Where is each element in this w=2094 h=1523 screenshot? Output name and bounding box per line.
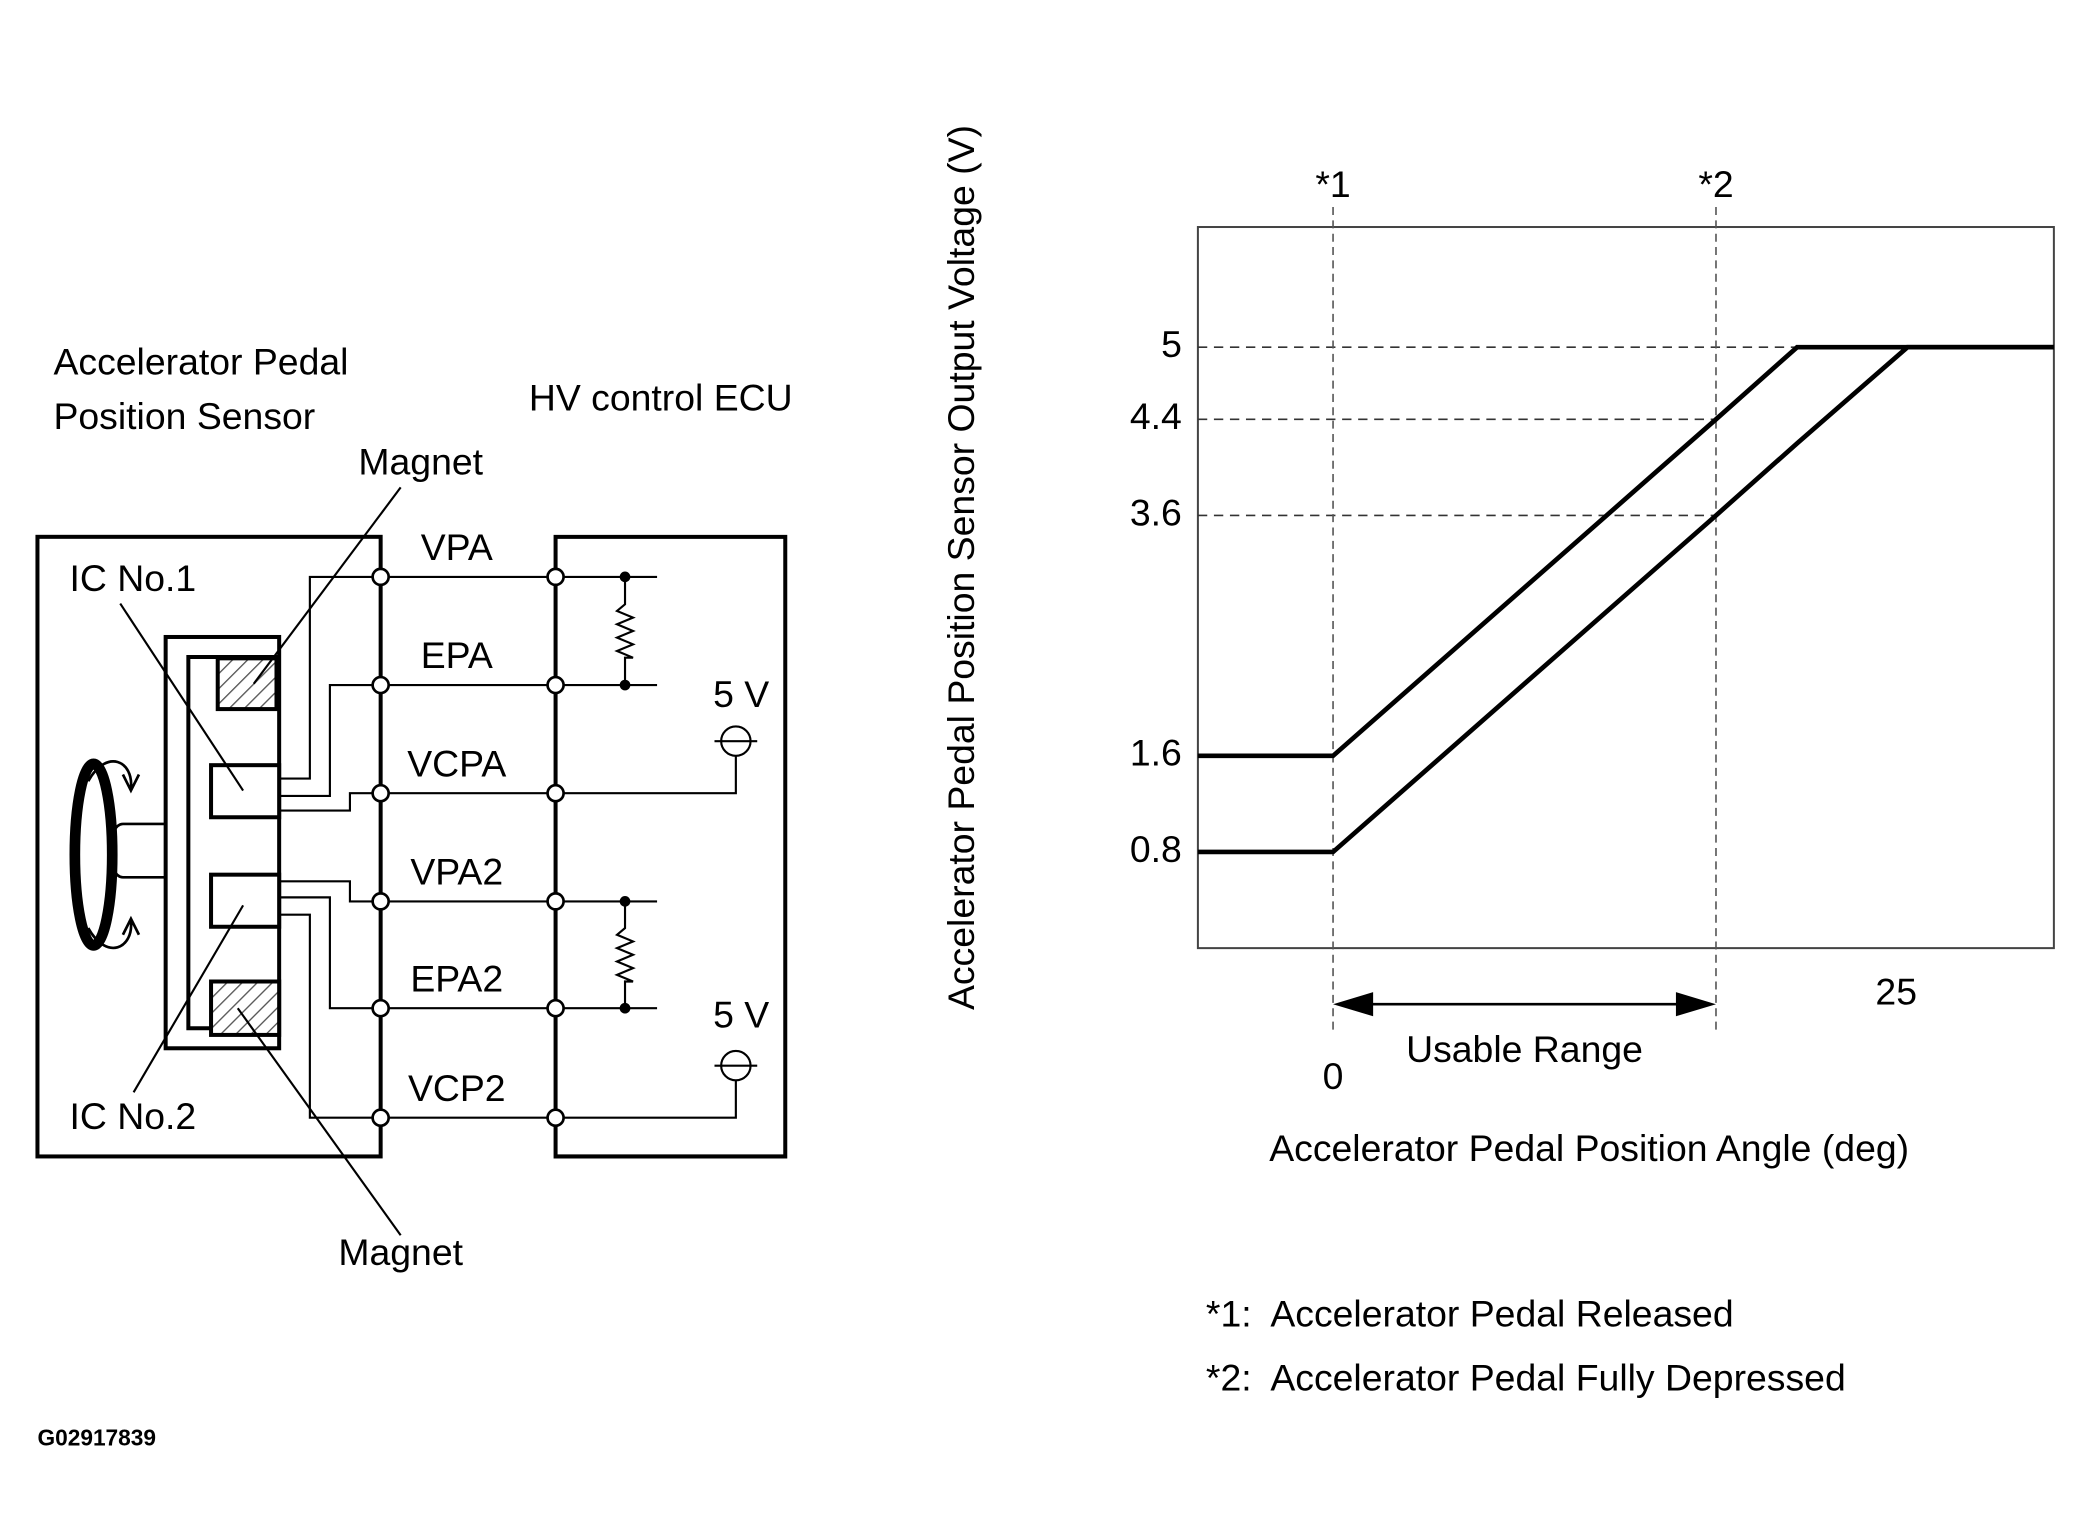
terminal [546, 567, 565, 587]
pin-label: VPA2 [410, 851, 503, 893]
terminal [371, 998, 390, 1018]
ic [209, 763, 282, 820]
magnet-label: Magnet [358, 441, 483, 483]
wire [279, 575, 658, 780]
junction [619, 679, 631, 691]
terminal [371, 567, 390, 587]
junction [619, 1002, 631, 1014]
x-tick-label: 25 [1875, 971, 1917, 1013]
wire [279, 913, 737, 1119]
pin-label: EPA [421, 634, 493, 676]
x-tick-label: 0 [1323, 1055, 1344, 1097]
rotor [69, 758, 118, 951]
wire [279, 896, 658, 1010]
ic-label: IC No.1 [70, 557, 197, 599]
junction [619, 571, 631, 583]
pin-label: EPA2 [410, 957, 503, 999]
arrow-head [1675, 992, 1716, 1017]
sensor-label: Accelerator Pedal [53, 340, 348, 382]
junction [619, 896, 631, 907]
y-tick-label: 4.4 [1130, 395, 1182, 437]
terminal [546, 998, 565, 1018]
sensor-holder [163, 634, 282, 1051]
leader-line [132, 904, 245, 1093]
terminal [546, 1108, 565, 1128]
y-tick-label: 1.6 [1130, 732, 1182, 774]
ic [209, 872, 282, 929]
y-axis-title: Accelerator Pedal Position Sensor Output… [940, 125, 982, 1010]
pin-label: VCPA [407, 742, 506, 784]
shaft [108, 822, 166, 879]
ecu-label: HV control ECU [529, 376, 793, 418]
leader-line [252, 486, 402, 685]
terminal [546, 783, 565, 803]
arrow-head [1333, 992, 1374, 1017]
ecu-box [553, 534, 788, 1159]
magnet [209, 979, 282, 1037]
series-line [1197, 344, 2054, 759]
terminal [371, 892, 390, 911]
terminal [546, 675, 565, 695]
sensor-box [35, 534, 383, 1159]
marker-label: *1 [1315, 163, 1350, 205]
wire [279, 880, 658, 903]
leader-line [236, 1007, 402, 1236]
footnote: *2: Accelerator Pedal Fully Depressed [1206, 1357, 1846, 1399]
wire [279, 683, 658, 797]
terminal [546, 892, 565, 911]
leader-line [119, 603, 244, 792]
x-axis-title: Accelerator Pedal Position Angle (deg) [1269, 1127, 1909, 1169]
sensor-holder-inner [186, 655, 280, 1031]
wire [279, 755, 737, 812]
resistor [614, 576, 636, 686]
series-line [1197, 344, 2054, 855]
range-label: Usable Range [1406, 1028, 1643, 1070]
sensor-label: Position Sensor [53, 395, 315, 437]
rotation-arrow [87, 915, 141, 950]
terminal [371, 675, 390, 695]
y-tick-label: 5 [1161, 323, 1182, 365]
magnet-label: Magnet [338, 1231, 463, 1273]
plot-frame [1196, 226, 2055, 950]
rotation-arrow [87, 760, 141, 794]
terminal [371, 1108, 390, 1128]
y-tick-label: 3.6 [1130, 491, 1182, 533]
supply-label: 5 V [713, 993, 769, 1035]
y-tick-label: 0.8 [1130, 828, 1182, 870]
ic-label: IC No.2 [70, 1095, 197, 1137]
marker-label: *2 [1698, 163, 1733, 205]
pin-label: VCP2 [408, 1067, 506, 1109]
footnote: *1: Accelerator Pedal Released [1206, 1293, 1734, 1335]
supply-label: 5 V [713, 673, 769, 715]
pin-label: VPA [421, 526, 493, 568]
figure-id: G02917839 [37, 1425, 156, 1451]
resistor [614, 901, 636, 1009]
terminal [371, 783, 390, 803]
